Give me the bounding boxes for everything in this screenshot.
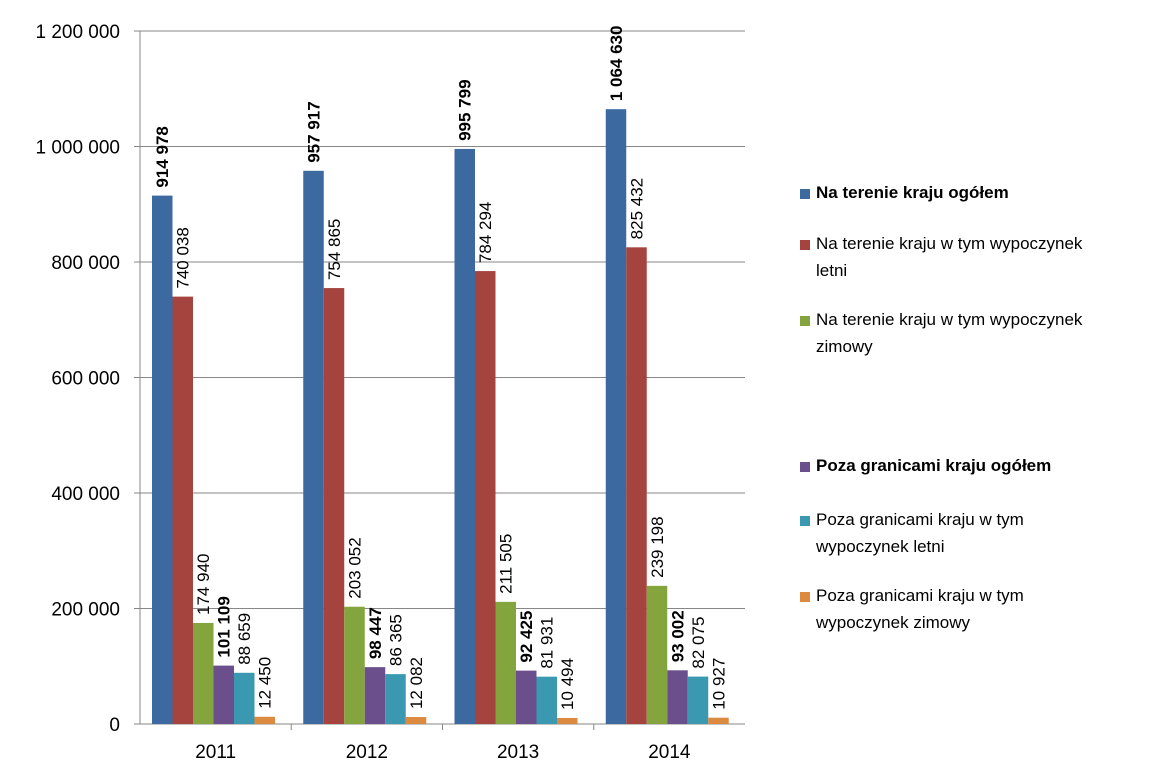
legend-item-abroad-total: Poza granicami kraju ogółem (800, 456, 1156, 479)
bar (323, 288, 345, 724)
data-label: 957 917 (305, 101, 324, 162)
data-label: 82 075 (689, 617, 708, 669)
legend-swatch (800, 316, 810, 326)
data-label: 754 865 (325, 219, 344, 280)
legend-label: Na terenie kraju ogółem (816, 183, 1009, 202)
bar (344, 606, 365, 724)
data-label: 740 038 (174, 227, 193, 288)
data-label: 10 927 (710, 658, 729, 710)
data-label: 784 294 (476, 202, 495, 263)
y-tick-label: 800 000 (51, 253, 120, 274)
data-label: 81 931 (538, 617, 557, 669)
bar (626, 247, 647, 724)
bar (557, 717, 578, 724)
data-label: 12 450 (256, 657, 275, 709)
bar (536, 676, 557, 724)
bar (605, 109, 627, 725)
legend-label: Na terenie kraju w tym wypoczynek zimowy (816, 310, 1083, 356)
legend-label: Poza granicami kraju w tym wypoczynek let… (816, 510, 1024, 556)
bar (708, 717, 729, 724)
legend-item-domestic-summer: Na terenie kraju w tym wypoczynek letni (800, 234, 1156, 284)
bar (667, 670, 688, 724)
bar (193, 622, 214, 724)
legend-swatch (800, 462, 810, 472)
x-tick-label: 2012 (346, 742, 388, 763)
bar (364, 667, 386, 724)
bar (516, 670, 537, 724)
bar (475, 271, 496, 724)
x-tick-label: 2013 (497, 742, 539, 763)
bar (254, 716, 275, 724)
data-label: 995 799 (456, 79, 475, 140)
bar (172, 296, 193, 724)
bar (152, 195, 173, 724)
x-tick-label: 2011 (195, 742, 236, 763)
bar (213, 665, 234, 724)
bar (646, 585, 668, 724)
legend-swatch (800, 240, 810, 250)
bar (234, 672, 255, 724)
y-tick-label: 200 000 (51, 600, 120, 621)
legend-swatch (800, 516, 810, 526)
data-label: 211 505 (497, 534, 516, 594)
data-label: 12 082 (407, 657, 426, 709)
data-label: 1 064 630 (607, 26, 626, 102)
data-label: 98 447 (366, 607, 385, 659)
y-tick-label: 600 000 (51, 369, 120, 390)
x-tick-label: 2014 (648, 742, 691, 763)
data-label: 10 494 (558, 658, 577, 710)
legend-item-domestic-winter: Na terenie kraju w tym wypoczynek zimowy (800, 310, 1156, 360)
legend-swatch (800, 189, 810, 199)
bar (454, 148, 475, 724)
bar (385, 674, 406, 724)
y-tick-label: 1 200 000 (35, 22, 120, 43)
legend-swatch (800, 592, 810, 602)
data-label: 914 978 (153, 126, 172, 187)
bar (687, 676, 709, 724)
bar (495, 601, 516, 724)
data-label: 239 198 (648, 516, 667, 577)
y-tick-label: 0 (109, 715, 120, 736)
legend-label: Na terenie kraju w tym wypoczynek letni (816, 234, 1083, 280)
y-tick-label: 1 000 000 (35, 138, 120, 159)
legend-item-abroad-summer: Poza granicami kraju w tym wypoczynek let… (800, 510, 1156, 560)
legend-label: Poza granicami kraju ogółem (816, 456, 1052, 475)
legend-label: Poza granicami kraju w tym wypoczynek zim… (816, 586, 1024, 632)
data-label: 93 002 (669, 610, 688, 662)
data-label: 92 425 (517, 611, 536, 663)
bar (405, 717, 427, 724)
y-tick-label: 400 000 (51, 484, 120, 505)
data-label: 825 432 (628, 178, 647, 239)
data-label: 86 365 (387, 614, 406, 666)
data-label: 101 109 (215, 596, 234, 657)
legend-item-abroad-winter: Poza granicami kraju w tym wypoczynek zim… (800, 586, 1156, 636)
legend-item-domestic-total: Na terenie kraju ogółem (800, 183, 1156, 206)
data-label: 88 659 (235, 613, 254, 665)
data-label: 174 940 (194, 554, 213, 615)
bar (303, 170, 324, 725)
data-label: 203 052 (346, 537, 365, 598)
